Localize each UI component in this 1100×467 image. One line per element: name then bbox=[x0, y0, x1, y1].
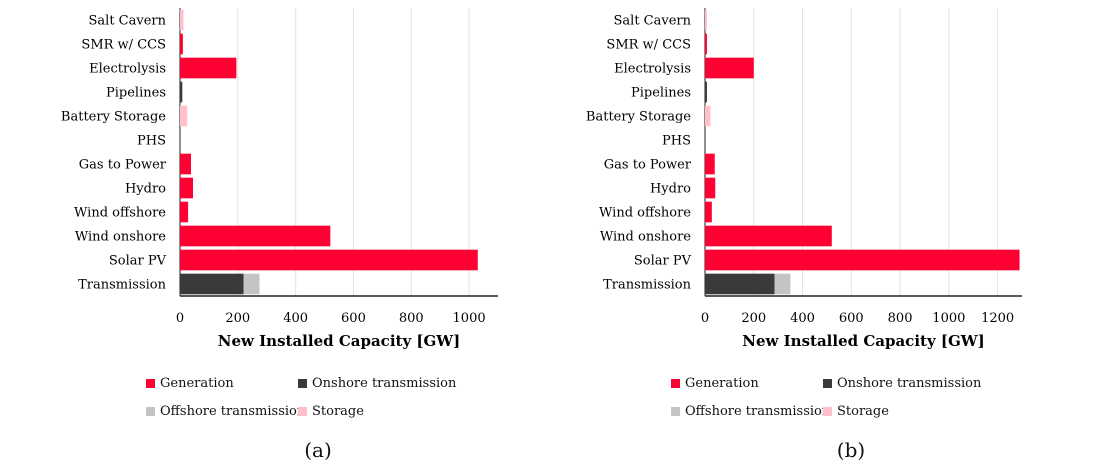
chart-a-x-axis-title: New Installed Capacity [GW] bbox=[218, 332, 460, 350]
chart-b-x-tick-label-4: 800 bbox=[888, 311, 913, 326]
chart-b-bar-onshore-11 bbox=[705, 273, 775, 295]
caption-b: (b) bbox=[836, 438, 866, 462]
chart-a-category-label-9: Wind onshore bbox=[75, 230, 166, 245]
legend-b-offshore-label: Offshore transmission bbox=[685, 404, 831, 419]
legend-b-generation: Generation bbox=[671, 376, 759, 391]
legend-b-onshore-swatch bbox=[823, 379, 832, 388]
legend-b-offshore: Offshore transmission bbox=[671, 404, 830, 419]
chart-a-category-label-4: Battery Storage bbox=[61, 110, 166, 125]
chart-a-category-label-2: Electrolysis bbox=[89, 62, 166, 77]
chart-b-category-label-4: Battery Storage bbox=[586, 110, 691, 125]
legend-a-storage-label: Storage bbox=[312, 404, 364, 419]
chart-a-category-label-6: Gas to Power bbox=[79, 158, 167, 173]
chart-a-category-label-10: Solar PV bbox=[109, 254, 167, 269]
caption-a: (a) bbox=[304, 438, 332, 462]
legend-b-generation-swatch bbox=[671, 379, 680, 388]
legend-b-generation-label: Generation bbox=[685, 376, 759, 391]
chart-b-bar-storage-0 bbox=[705, 9, 707, 31]
chart-b-x-tick-label-3: 600 bbox=[839, 311, 864, 326]
chart-a-x-tick-label-3: 600 bbox=[341, 311, 366, 326]
chart-a-bar-generation-10 bbox=[180, 249, 478, 271]
chart-b-category-label-9: Wind onshore bbox=[600, 230, 691, 245]
chart-b-x-axis-title: New Installed Capacity [GW] bbox=[742, 332, 984, 350]
legend-b-offshore-swatch bbox=[671, 407, 680, 416]
legend-b-storage-label: Storage bbox=[837, 404, 889, 419]
legend-a-onshore-swatch bbox=[298, 379, 307, 388]
legend-b-onshore-label: Onshore transmission bbox=[837, 376, 982, 391]
chart-a-category-label-8: Wind offshore bbox=[74, 206, 166, 221]
chart-a-bar-storage-4 bbox=[180, 105, 188, 127]
chart-a-bar-onshore-3 bbox=[180, 81, 183, 103]
chart-panel-b: Salt Cavern SMR w/ CCS Electrolysis Pipelin… bbox=[525, 0, 1065, 467]
chart-b-bar-storage-4 bbox=[705, 105, 711, 127]
chart-b-bar-generation-9 bbox=[705, 225, 832, 247]
chart-b-x-tick-label-5: 1000 bbox=[932, 311, 965, 326]
chart-b-bar-generation-2 bbox=[705, 57, 754, 79]
legend-a-storage-swatch bbox=[298, 407, 307, 416]
legend-a-onshore-label: Onshore transmission bbox=[312, 376, 457, 391]
chart-a-category-label-11: Transmission bbox=[78, 278, 166, 293]
chart-a-bar-generation-2 bbox=[180, 57, 237, 79]
chart-panel-a: Salt Cavern SMR w/ CCS Electrolysis Pipelin… bbox=[0, 0, 540, 467]
chart-a-category-label-7: Hydro bbox=[125, 182, 166, 197]
chart-a-x-tick-label-2: 400 bbox=[283, 311, 308, 326]
legend-b-onshore: Onshore transmission bbox=[823, 376, 981, 391]
chart-b-category-label-11: Transmission bbox=[603, 278, 691, 293]
chart-a-bar-onshore-11 bbox=[180, 273, 244, 295]
chart-b-category-label-10: Solar PV bbox=[634, 254, 692, 269]
chart-a-category-label-5: PHS bbox=[137, 134, 166, 149]
chart-a-bar-generation-7 bbox=[180, 177, 194, 199]
chart-a-bar-offshore-11 bbox=[243, 273, 260, 295]
legend-b-storage: Storage bbox=[823, 404, 889, 419]
chart-a-x-tick-label-4: 800 bbox=[399, 311, 424, 326]
legend-a-offshore-label: Offshore transmission bbox=[160, 404, 306, 419]
chart-a-category-label-0: Salt Cavern bbox=[89, 14, 167, 29]
legend-a-offshore-swatch bbox=[146, 407, 155, 416]
chart-b-category-label-8: Wind offshore bbox=[599, 206, 691, 221]
chart-b-category-label-7: Hydro bbox=[650, 182, 691, 197]
chart-b-category-label-1: SMR w/ CCS bbox=[606, 38, 691, 53]
legend-a-onshore: Onshore transmission bbox=[298, 376, 456, 391]
legend-a-storage: Storage bbox=[298, 404, 364, 419]
chart-a-x-tick-label-1: 200 bbox=[225, 311, 250, 326]
chart-b-category-label-2: Electrolysis bbox=[614, 62, 691, 77]
chart-b-bar-generation-7 bbox=[705, 177, 716, 199]
legend-a-generation-label: Generation bbox=[160, 376, 234, 391]
chart-b-category-label-0: Salt Cavern bbox=[614, 14, 692, 29]
legend-a-generation: Generation bbox=[146, 376, 234, 391]
chart-b-category-label-6: Gas to Power bbox=[604, 158, 692, 173]
chart-a-category-label-1: SMR w/ CCS bbox=[81, 38, 166, 53]
chart-b-bar-offshore-11 bbox=[774, 273, 791, 295]
chart-a-svg: Salt Cavern SMR w/ CCS Electrolysis Pipelin… bbox=[61, 8, 498, 350]
chart-b-bar-generation-6 bbox=[705, 153, 715, 175]
chart-a-bar-storage-0 bbox=[180, 9, 184, 31]
legend-b-storage-swatch bbox=[823, 407, 832, 416]
legend-a-offshore: Offshore transmission bbox=[146, 404, 305, 419]
chart-b-category-label-3: Pipelines bbox=[631, 86, 691, 101]
chart-a-bar-generation-1 bbox=[180, 33, 183, 55]
chart-a-bar-generation-6 bbox=[180, 153, 191, 175]
chart-a-x-tick-label-5: 1000 bbox=[453, 311, 486, 326]
chart-b-x-tick-label-2: 400 bbox=[790, 311, 815, 326]
chart-b-bar-generation-8 bbox=[705, 201, 712, 223]
chart-b-x-tick-label-6: 1200 bbox=[981, 311, 1014, 326]
chart-b-svg: Salt Cavern SMR w/ CCS Electrolysis Pipelin… bbox=[586, 8, 1022, 350]
chart-b-category-label-5: PHS bbox=[662, 134, 691, 149]
chart-a-bar-generation-8 bbox=[180, 201, 189, 223]
chart-a-category-label-3: Pipelines bbox=[106, 86, 166, 101]
chart-b-x-tick-label-1: 200 bbox=[741, 311, 766, 326]
legend-a-generation-swatch bbox=[146, 379, 155, 388]
chart-b-bar-generation-1 bbox=[705, 33, 707, 55]
chart-a-x-tick-label-0: 0 bbox=[176, 311, 184, 326]
chart-b-bar-generation-10 bbox=[705, 249, 1020, 271]
chart-a-bar-generation-9 bbox=[180, 225, 331, 247]
chart-b-bar-onshore-3 bbox=[705, 81, 707, 103]
chart-b-x-tick-label-0: 0 bbox=[701, 311, 709, 326]
